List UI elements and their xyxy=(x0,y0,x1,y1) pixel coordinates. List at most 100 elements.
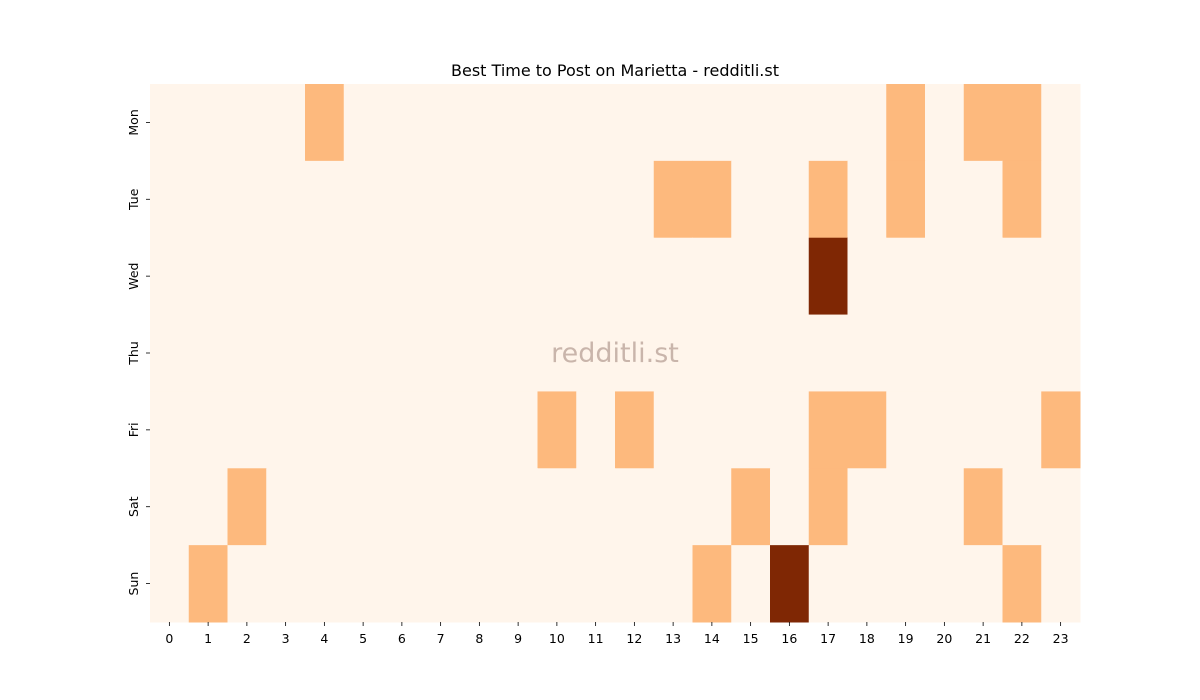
heatmap-cell-thu-9 xyxy=(498,314,538,392)
heatmap-cell-sat-2 xyxy=(227,468,267,546)
heatmap-cell-tue-19 xyxy=(886,160,926,239)
heatmap-cell-mon-19 xyxy=(886,84,926,162)
heatmap-cell-mon-9 xyxy=(498,84,538,162)
heatmap-cell-mon-8 xyxy=(460,84,500,162)
heatmap-cell-fri-11 xyxy=(576,391,616,469)
heatmap-cell-sat-1 xyxy=(188,468,228,546)
heatmap-cell-sun-3 xyxy=(266,545,306,623)
heatmap-cell-fri-2 xyxy=(227,391,267,469)
heatmap-cell-sat-15 xyxy=(731,468,771,546)
x-tick-label: 18 xyxy=(859,631,875,646)
y-tick-label: Tue xyxy=(126,188,141,211)
x-tick-label: 0 xyxy=(165,631,173,646)
heatmap-cell-sun-22 xyxy=(1002,545,1042,623)
heatmap-cell-wed-7 xyxy=(421,237,461,316)
heatmap-cell-wed-2 xyxy=(227,237,267,316)
heatmap-cell-sat-12 xyxy=(615,468,655,546)
heatmap-cell-fri-20 xyxy=(925,391,965,469)
heatmap-cell-tue-16 xyxy=(770,160,810,239)
heatmap-cell-thu-8 xyxy=(460,314,500,392)
heatmap-cell-mon-5 xyxy=(343,84,383,162)
heatmap-cell-wed-11 xyxy=(576,237,616,316)
heatmap-cell-wed-18 xyxy=(847,237,887,316)
heatmap-cell-tue-14 xyxy=(692,160,732,239)
heatmap-cell-sun-0 xyxy=(150,545,190,623)
heatmap-cell-tue-7 xyxy=(421,160,461,239)
heatmap-cell-wed-8 xyxy=(460,237,500,316)
heatmap-cell-fri-7 xyxy=(421,391,461,469)
heatmap-cell-fri-9 xyxy=(498,391,538,469)
x-tick-label: 15 xyxy=(743,631,759,646)
heatmap-cell-wed-3 xyxy=(266,237,306,316)
x-tick-label: 9 xyxy=(514,631,522,646)
x-tick-label: 6 xyxy=(398,631,406,646)
heatmap-cell-sat-18 xyxy=(847,468,887,546)
heatmap-cell-sat-11 xyxy=(576,468,616,546)
heatmap-cell-fri-17 xyxy=(808,391,848,469)
heatmap-cell-mon-15 xyxy=(731,84,771,162)
heatmap-cell-sat-9 xyxy=(498,468,538,546)
heatmap-cell-wed-22 xyxy=(1002,237,1042,316)
heatmap-cell-wed-1 xyxy=(188,237,228,316)
heatmap-cell-mon-6 xyxy=(382,84,422,162)
heatmap-cell-tue-6 xyxy=(382,160,422,239)
heatmap-cell-fri-19 xyxy=(886,391,926,469)
heatmap-cell-tue-15 xyxy=(731,160,771,239)
heatmap-cell-tue-21 xyxy=(963,160,1003,239)
heatmap-cell-sat-5 xyxy=(343,468,383,546)
heatmap-cell-sun-20 xyxy=(925,545,965,623)
heatmap-cell-thu-21 xyxy=(963,314,1003,392)
heatmap-cell-wed-14 xyxy=(692,237,732,316)
x-tick-label: 23 xyxy=(1053,631,1069,646)
heatmap-cell-sun-13 xyxy=(653,545,693,623)
heatmap-cell-tue-11 xyxy=(576,160,616,239)
heatmap-cell-fri-14 xyxy=(692,391,732,469)
heatmap-cell-mon-20 xyxy=(925,84,965,162)
heatmap-cell-sat-0 xyxy=(150,468,190,546)
heatmap-cell-sun-10 xyxy=(537,545,577,623)
heatmap-cell-mon-21 xyxy=(963,84,1003,162)
x-tick-label: 3 xyxy=(282,631,290,646)
heatmap-cell-mon-4 xyxy=(305,84,345,162)
heatmap-cell-thu-3 xyxy=(266,314,306,392)
heatmap-cell-tue-8 xyxy=(460,160,500,239)
x-tick-label: 20 xyxy=(936,631,952,646)
heatmap-cell-wed-0 xyxy=(150,237,190,316)
heatmap-cell-tue-0 xyxy=(150,160,190,239)
x-tick-label: 22 xyxy=(1014,631,1030,646)
chart-title: Best Time to Post on Marietta - redditli… xyxy=(451,61,779,80)
heatmap-cell-sun-19 xyxy=(886,545,926,623)
heatmap-cell-sun-16 xyxy=(770,545,810,623)
heatmap-cell-tue-20 xyxy=(925,160,965,239)
heatmap-cell-wed-4 xyxy=(305,237,345,316)
x-axis: 0 1 2 3 4 5 6 7 8 9 10 11 12 13 14 15 16 17 18 19 20 21 22 23 xyxy=(165,622,1069,646)
heatmap-cell-mon-13 xyxy=(653,84,693,162)
y-tick-label: Fri xyxy=(126,422,141,437)
heatmap-cell-sat-21 xyxy=(963,468,1003,546)
heatmap-cell-wed-20 xyxy=(925,237,965,316)
heatmap-cell-sat-19 xyxy=(886,468,926,546)
heatmap-cell-tue-4 xyxy=(305,160,345,239)
heatmap-cell-mon-0 xyxy=(150,84,190,162)
y-tick-label: Sun xyxy=(126,572,141,596)
heatmap-cell-mon-12 xyxy=(615,84,655,162)
heatmap-cell-fri-18 xyxy=(847,391,887,469)
heatmap-cell-fri-0 xyxy=(150,391,190,469)
y-tick-label: Wed xyxy=(126,263,141,290)
heatmap-cell-thu-12 xyxy=(615,314,655,392)
heatmap-cell-thu-0 xyxy=(150,314,190,392)
heatmap-cell-sun-6 xyxy=(382,545,422,623)
heatmap-cell-sun-1 xyxy=(188,545,228,623)
heatmap-cell-mon-1 xyxy=(188,84,228,162)
heatmap-cell-wed-9 xyxy=(498,237,538,316)
heatmap-cell-thu-11 xyxy=(576,314,616,392)
heatmap-cell-mon-10 xyxy=(537,84,577,162)
heatmap-cell-tue-17 xyxy=(808,160,848,239)
heatmap-cell-thu-1 xyxy=(188,314,228,392)
heatmap-cell-wed-6 xyxy=(382,237,422,316)
heatmap-cell-fri-13 xyxy=(653,391,693,469)
heatmap-cell-thu-4 xyxy=(305,314,345,392)
heatmap-cell-thu-2 xyxy=(227,314,267,392)
heatmap-cell-mon-22 xyxy=(1002,84,1042,162)
